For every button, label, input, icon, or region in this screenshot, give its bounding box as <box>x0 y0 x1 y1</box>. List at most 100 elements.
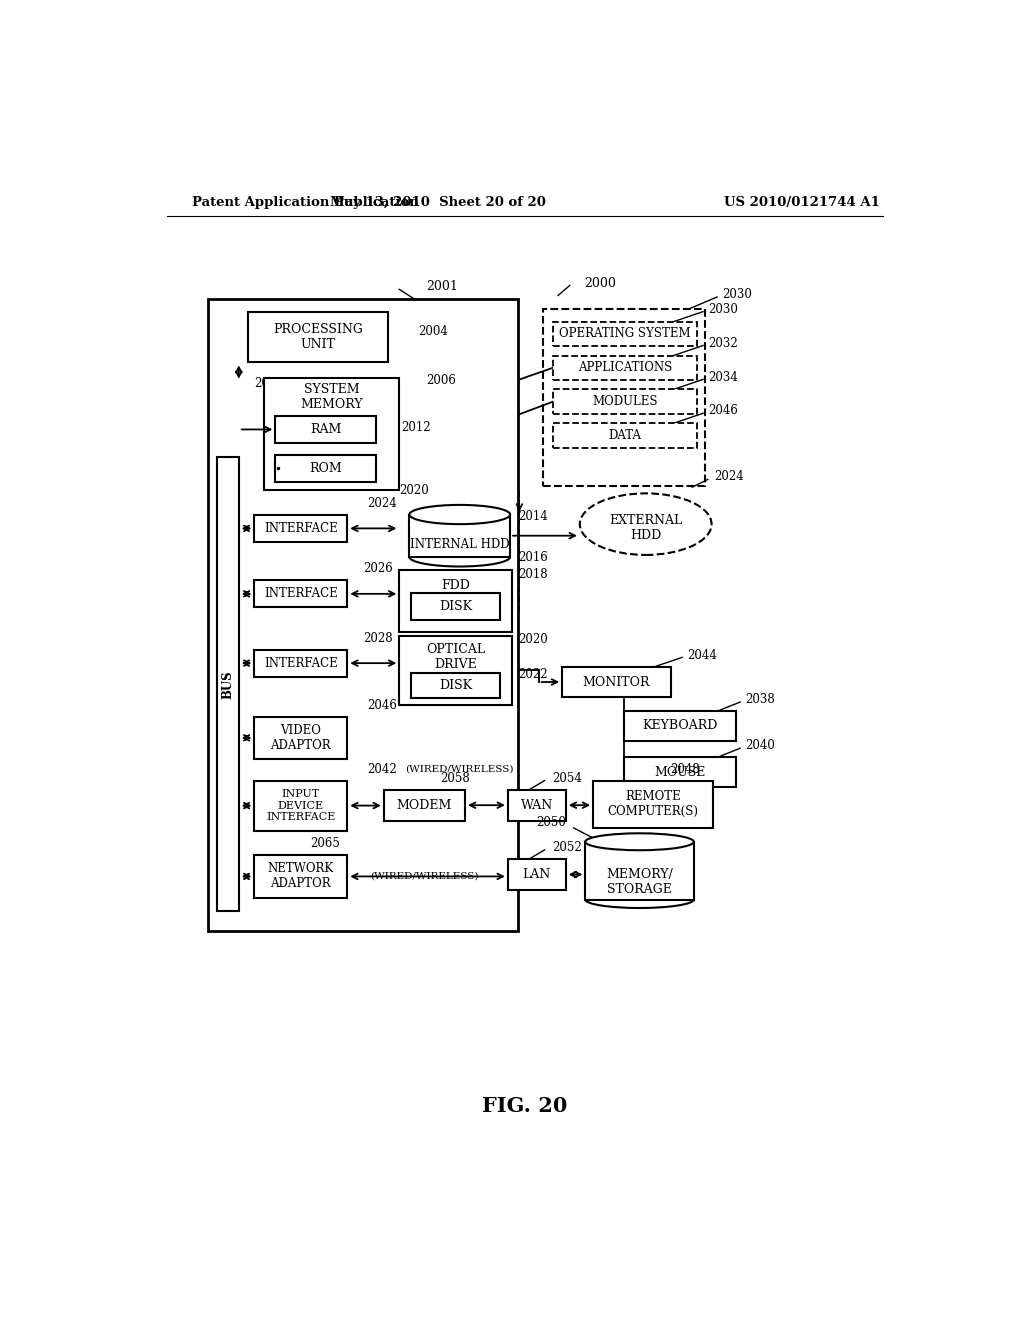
Bar <box>508 789 566 821</box>
Text: 2030: 2030 <box>709 302 738 315</box>
Text: SYSTEM
MEMORY: SYSTEM MEMORY <box>300 383 362 411</box>
Text: 2046: 2046 <box>367 698 396 711</box>
Text: 2052: 2052 <box>552 841 582 854</box>
Text: 2050: 2050 <box>536 816 566 829</box>
Bar <box>248 313 388 363</box>
Text: FDD: FDD <box>441 579 470 593</box>
Bar <box>593 780 713 829</box>
Bar <box>562 667 671 697</box>
Text: INTERFACE: INTERFACE <box>264 521 338 535</box>
Text: 2016: 2016 <box>518 550 548 564</box>
Bar <box>553 322 697 346</box>
Text: 2065: 2065 <box>310 837 340 850</box>
Text: BUS: BUS <box>221 671 234 698</box>
Text: OPERATING SYSTEM: OPERATING SYSTEM <box>559 327 690 341</box>
Text: LAN: LAN <box>522 869 551 880</box>
Text: WAN: WAN <box>520 799 553 812</box>
Text: APPLICATIONS: APPLICATIONS <box>578 362 672 375</box>
Bar <box>254 717 347 759</box>
Bar <box>217 457 239 911</box>
Text: INTERFACE: INTERFACE <box>264 656 338 669</box>
Text: MODEM: MODEM <box>396 799 453 812</box>
Text: 2058: 2058 <box>440 772 470 785</box>
Text: 2000: 2000 <box>584 277 615 290</box>
Text: ROM: ROM <box>309 462 342 475</box>
Bar <box>275 455 376 482</box>
Bar <box>624 711 736 741</box>
Bar <box>508 859 566 890</box>
Bar <box>553 389 697 414</box>
Text: 2026: 2026 <box>362 562 392 576</box>
Text: INPUT
DEVICE
INTERFACE: INPUT DEVICE INTERFACE <box>266 789 336 822</box>
Bar <box>254 855 347 898</box>
Text: 2001: 2001 <box>426 280 459 293</box>
Bar <box>543 309 706 486</box>
Text: 2006: 2006 <box>426 374 457 387</box>
Text: DISK: DISK <box>439 678 472 692</box>
Text: PROCESSING
UNIT: PROCESSING UNIT <box>273 323 362 351</box>
Bar <box>275 416 376 444</box>
Bar <box>410 515 510 557</box>
Text: 2028: 2028 <box>362 631 392 644</box>
Text: DISK: DISK <box>439 601 472 614</box>
Text: 2022: 2022 <box>518 668 548 681</box>
Text: MEMORY/
STORAGE: MEMORY/ STORAGE <box>606 869 673 896</box>
Text: US 2010/0121744 A1: US 2010/0121744 A1 <box>724 195 881 209</box>
Text: RAM: RAM <box>310 424 341 437</box>
Text: 2014: 2014 <box>518 510 548 523</box>
Ellipse shape <box>410 506 510 524</box>
Text: FIG. 20: FIG. 20 <box>482 1096 567 1115</box>
Text: 2004: 2004 <box>419 325 449 338</box>
Text: (WIRED/WIRELESS): (WIRED/WIRELESS) <box>371 873 479 880</box>
Text: (WIRED/WIRELESS): (WIRED/WIRELESS) <box>406 764 514 774</box>
Text: 2020: 2020 <box>518 634 548 647</box>
Ellipse shape <box>580 494 712 554</box>
Text: 2044: 2044 <box>687 648 718 661</box>
Text: KEYBOARD: KEYBOARD <box>642 719 718 733</box>
Text: 2012: 2012 <box>401 421 431 434</box>
Text: MODULES: MODULES <box>592 395 657 408</box>
Text: 2040: 2040 <box>745 739 775 752</box>
Text: OPTICAL
DRIVE: OPTICAL DRIVE <box>426 643 485 672</box>
Text: INTERFACE: INTERFACE <box>264 587 338 601</box>
Text: INTERNAL HDD: INTERNAL HDD <box>410 539 510 552</box>
Bar <box>411 594 500 620</box>
Ellipse shape <box>586 833 693 850</box>
Text: 2032: 2032 <box>709 337 738 350</box>
Bar <box>586 842 693 899</box>
Text: EXTERNAL
HDD: EXTERNAL HDD <box>609 513 682 543</box>
Bar <box>399 570 512 632</box>
Text: 2024: 2024 <box>714 470 743 483</box>
Bar <box>208 300 518 931</box>
Text: 2024: 2024 <box>367 496 396 510</box>
Bar <box>384 789 465 821</box>
Text: Patent Application Publication: Patent Application Publication <box>191 195 418 209</box>
Text: 2048: 2048 <box>670 763 699 776</box>
Text: VIDEO
ADAPTOR: VIDEO ADAPTOR <box>270 723 331 752</box>
Bar <box>254 649 347 677</box>
Text: DATA: DATA <box>608 429 641 442</box>
Text: 2042: 2042 <box>367 763 396 776</box>
Bar <box>553 355 697 380</box>
Text: 2038: 2038 <box>745 693 775 706</box>
Bar <box>254 515 347 543</box>
Text: 2008: 2008 <box>254 376 284 389</box>
Text: 2018: 2018 <box>518 568 548 581</box>
Bar <box>254 581 347 607</box>
Text: 2034: 2034 <box>709 371 738 384</box>
Bar <box>624 758 736 787</box>
Text: 2046: 2046 <box>709 404 738 417</box>
Text: REMOTE
COMPUTER(S): REMOTE COMPUTER(S) <box>607 791 698 818</box>
Text: 2054: 2054 <box>552 772 583 785</box>
Text: NETWORK
ADAPTOR: NETWORK ADAPTOR <box>267 862 334 891</box>
Bar <box>254 780 347 830</box>
Text: MONITOR: MONITOR <box>583 676 650 689</box>
Text: 2020: 2020 <box>399 483 429 496</box>
Bar <box>263 378 399 490</box>
Text: May 13, 2010  Sheet 20 of 20: May 13, 2010 Sheet 20 of 20 <box>330 195 546 209</box>
Text: 2030: 2030 <box>722 288 753 301</box>
Bar <box>399 636 512 705</box>
Text: MOUSE: MOUSE <box>654 766 706 779</box>
Bar <box>553 424 697 447</box>
Bar <box>411 673 500 698</box>
